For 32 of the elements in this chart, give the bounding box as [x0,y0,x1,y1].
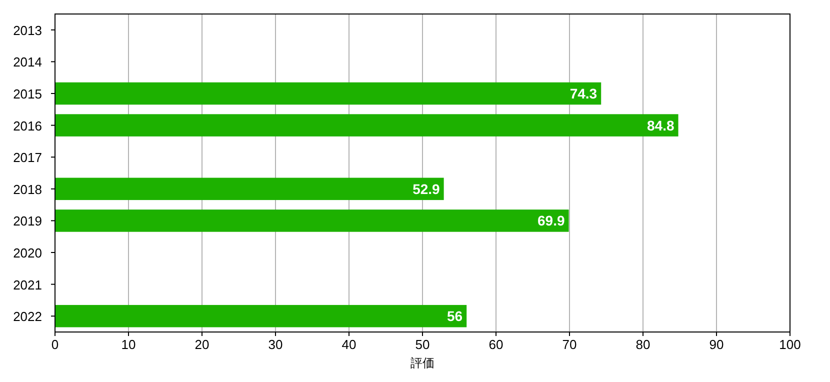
y-tick-label: 2018 [13,182,42,197]
x-tick-label: 30 [268,337,283,352]
x-axis-title: 評価 [410,356,434,370]
x-tick-label: 10 [121,337,136,352]
y-tick-label: 2019 [13,214,42,229]
x-tick-label: 20 [194,337,210,352]
x-tick-label: 0 [51,337,59,352]
data-label: 84.8 [647,117,674,134]
data-label: 52.9 [412,180,440,197]
y-tick-label: 2015 [13,86,42,102]
y-tick-label: 2022 [13,309,42,324]
x-tick-label: 80 [636,337,650,352]
data-label: 69.9 [538,212,565,229]
y-tick-label: 2020 [13,246,42,260]
data-label: 56 [447,308,463,324]
x-tick-label: 50 [415,337,430,352]
y-tick-label: 2014 [13,54,42,70]
y-tick-label: 2017 [13,150,42,166]
bar [55,114,678,136]
data-label: 74.3 [570,86,598,102]
bar [55,210,569,232]
x-tick-label: 40 [342,337,356,352]
bar [55,82,602,105]
y-tick-label: 2016 [13,118,42,134]
bar [55,304,467,328]
bar [55,178,444,200]
x-tick-label: 60 [488,337,504,352]
y-tick-label: 2013 [13,22,42,38]
x-tick-label: 100 [779,337,801,352]
x-tick-label: 90 [709,337,724,352]
x-tick-label: 70 [562,337,577,352]
y-tick-label: 2021 [13,277,42,292]
